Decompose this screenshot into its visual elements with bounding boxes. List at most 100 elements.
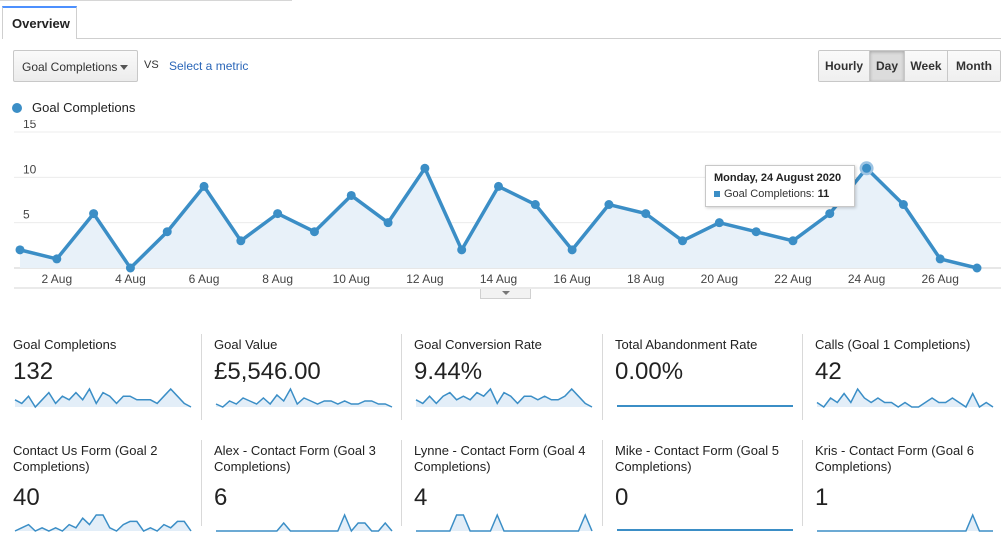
chevron-down-icon xyxy=(120,65,128,70)
metric-dropdown[interactable]: Goal Completions xyxy=(13,50,138,82)
sparkline-line xyxy=(416,513,593,532)
data-point xyxy=(273,209,283,219)
scorecard-title: Goal Conversion Rate xyxy=(414,337,542,352)
hourly-button[interactable]: Hourly xyxy=(819,51,869,81)
month-button[interactable]: Month xyxy=(947,51,1000,81)
data-point xyxy=(530,200,540,210)
scorecard-value: 132 xyxy=(13,358,54,385)
x-tick-label: 20 Aug xyxy=(701,272,738,286)
data-point xyxy=(494,181,503,191)
data-point xyxy=(52,254,62,264)
scorecard-title: Alex - Contact Form (Goal 3 Completions) xyxy=(214,443,376,474)
tab-overview-label: Overview xyxy=(12,16,70,31)
scorecard-title: Kris - Contact Form (Goal 6 Completions) xyxy=(815,443,974,474)
scorecard[interactable]: Goal Completions 132 xyxy=(0,334,201,424)
data-point xyxy=(309,227,319,237)
scorecard-value: 0.00% xyxy=(615,358,684,385)
tooltip-swatch xyxy=(714,191,720,197)
sparkline-line xyxy=(14,387,192,409)
scorecard-title: Total Abandonment Rate xyxy=(615,337,758,352)
x-tick-label: 22 Aug xyxy=(774,272,811,286)
y-tick-label: 15 xyxy=(23,120,37,131)
tooltip-label: Goal Completions: xyxy=(724,188,815,200)
series-area xyxy=(20,168,977,268)
data-point xyxy=(678,236,688,246)
data-point xyxy=(457,245,467,255)
data-point xyxy=(125,263,135,273)
data-point xyxy=(420,163,430,173)
y-tick-label: 10 xyxy=(23,162,37,176)
scorecards: Goal Completions 132 Goal Value £5,546.0… xyxy=(0,334,1001,534)
tooltip-date: Monday, 24 August 2020 xyxy=(714,172,842,184)
scorecard[interactable]: Goal Conversion Rate 9.44% xyxy=(401,334,602,424)
data-point xyxy=(714,218,724,228)
legend-dot-icon xyxy=(12,103,22,113)
x-tick-label: 26 Aug xyxy=(922,272,959,286)
scorecard[interactable]: Goal Value £5,546.00 xyxy=(201,334,402,424)
tab-bar-top-border xyxy=(0,0,292,1)
data-point xyxy=(935,254,945,264)
scorecard[interactable]: Mike - Contact Form (Goal 5 Completions)… xyxy=(602,440,803,531)
x-tick-label: 6 Aug xyxy=(189,272,220,286)
data-point xyxy=(199,181,209,191)
scorecard[interactable]: Lynne - Contact Form (Goal 4 Completions… xyxy=(401,440,602,532)
scorecard[interactable]: Kris - Contact Form (Goal 6 Completions)… xyxy=(802,440,1001,532)
granularity-toggle: Hourly Day Week Month xyxy=(818,50,1001,82)
caret-down-icon xyxy=(502,291,510,295)
data-point xyxy=(972,263,982,273)
goal-completions-chart[interactable]: 5 10 15 2 Aug 4 Aug 6 Aug 8 Aug 10 Aug 12 Aug 14… xyxy=(0,120,1001,300)
y-tick-label: 5 xyxy=(23,208,30,222)
scorecard[interactable]: Total Abandonment Rate 0.00% xyxy=(602,334,803,424)
scorecard-value: 0 xyxy=(615,484,629,511)
sparkline-area xyxy=(15,389,191,407)
scorecard-sparkline xyxy=(216,513,393,533)
scorecard-value: 6 xyxy=(214,484,228,511)
card-divider xyxy=(602,440,603,526)
scorecard-value: 1 xyxy=(815,484,829,511)
data-point xyxy=(89,209,99,219)
card-divider xyxy=(401,334,402,420)
vs-label: VS xyxy=(144,59,159,71)
scorecard-title: Lynne - Contact Form (Goal 4 Completions… xyxy=(414,443,586,474)
data-point xyxy=(604,200,614,210)
sparkline-area xyxy=(416,389,592,407)
data-point xyxy=(383,218,393,228)
scorecard-sparkline xyxy=(816,387,994,409)
card-divider xyxy=(201,440,202,526)
sparkline-line xyxy=(415,387,593,408)
metric-dropdown-value: Goal Completions xyxy=(22,60,118,74)
data-point xyxy=(567,245,577,255)
day-button[interactable]: Day xyxy=(869,51,904,81)
scorecard-value: 42 xyxy=(815,358,842,385)
data-point xyxy=(346,190,356,200)
tab-overview[interactable]: Overview xyxy=(2,6,77,39)
tooltip-value: 11 xyxy=(817,188,830,200)
chart-tooltip: Monday, 24 August 2020 Goal Completions:… xyxy=(705,165,855,207)
x-tick-label: 14 Aug xyxy=(480,272,517,286)
scorecard-sparkline xyxy=(617,405,793,407)
scorecard-sparkline xyxy=(14,514,192,532)
card-divider xyxy=(802,440,803,526)
chart-resize-handle[interactable] xyxy=(480,289,531,299)
select-metric-link[interactable]: Select a metric xyxy=(169,59,249,73)
legend-label: Goal Completions xyxy=(32,100,136,115)
sparkline-line xyxy=(215,387,393,408)
scorecard[interactable]: Calls (Goal 1 Completions) 42 xyxy=(802,334,1001,424)
data-point xyxy=(162,227,172,237)
x-tick-label: 2 Aug xyxy=(41,272,72,286)
scorecard-title: Calls (Goal 1 Completions) xyxy=(815,337,971,352)
scorecard[interactable]: Alex - Contact Form (Goal 3 Completions)… xyxy=(201,440,402,533)
sparkline-area xyxy=(216,515,392,531)
scorecard-value: 4 xyxy=(414,484,428,511)
scorecard-title: Goal Completions xyxy=(13,337,117,352)
scorecard-title: Goal Value xyxy=(214,337,278,352)
scorecard-sparkline xyxy=(416,513,593,532)
scorecard-title: Mike - Contact Form (Goal 5 Completions) xyxy=(615,443,779,474)
data-point xyxy=(751,227,761,237)
scorecard-sparkline xyxy=(14,387,192,409)
week-button[interactable]: Week xyxy=(904,51,947,81)
scorecard[interactable]: Contact Us Form (Goal 2 Completions) 40 xyxy=(0,440,201,532)
scorecard-sparkline xyxy=(817,513,993,532)
scorecard-sparkline xyxy=(215,387,393,408)
x-tick-label: 12 Aug xyxy=(406,272,443,286)
